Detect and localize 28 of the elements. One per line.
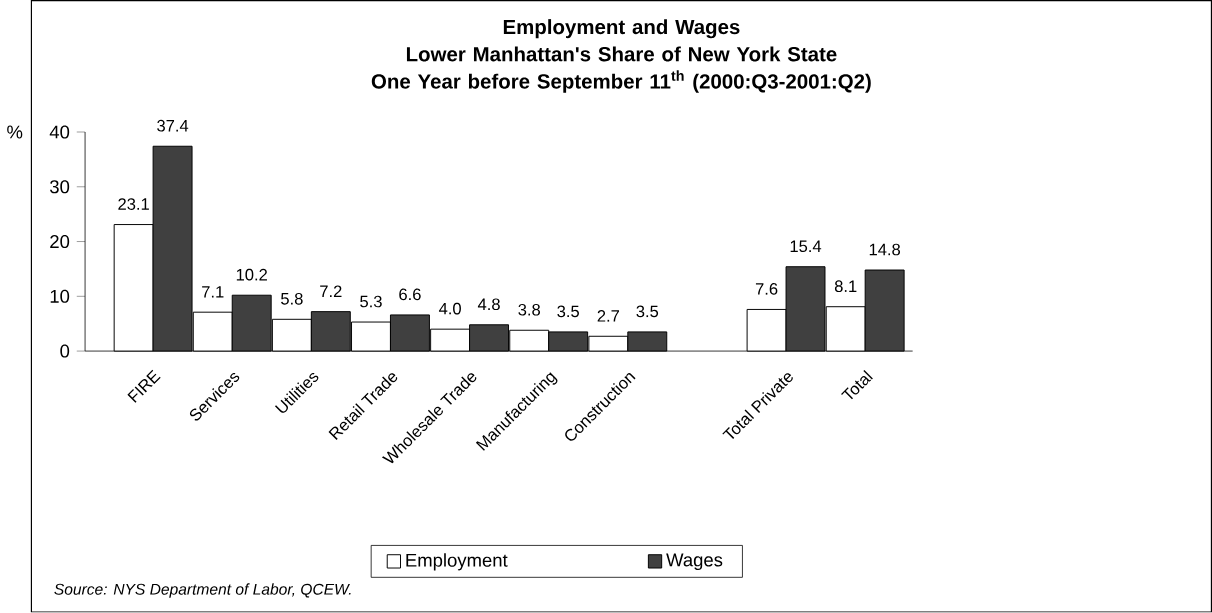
y-axis-title: % — [7, 125, 23, 139]
data-label: 4.8 — [477, 298, 500, 311]
legend-label: Wages — [666, 553, 723, 571]
data-label: 4.0 — [438, 302, 461, 315]
y-tick-label: 20 — [50, 235, 70, 249]
data-label: 7.6 — [755, 283, 778, 295]
source-note: Source: NYS Department of Labor, QCEW. — [54, 583, 351, 599]
y-tick-label: 0 — [60, 344, 70, 358]
chart-title: Employment and Wages Lower Manhattan's Share of New York State One Year before September 11$^{th}$ (2000:Q3-2001:Q2) — [371, 19, 871, 93]
data-label: 3.8 — [518, 304, 541, 316]
data-label: 14.8 — [869, 243, 901, 256]
data-label: 8.1 — [834, 280, 857, 293]
data-label: 5.8 — [281, 293, 303, 305]
data-label: 15.4 — [790, 240, 822, 253]
data-label: 2.7 — [597, 310, 620, 322]
y-tick-label: 10 — [50, 289, 70, 304]
data-label: 23.1 — [118, 198, 149, 211]
data-label: 10.2 — [236, 269, 267, 281]
y-tick-label: 30 — [50, 180, 70, 194]
data-label: 7.2 — [320, 285, 342, 298]
data-label: 3.5 — [557, 305, 579, 318]
data-label: 5.3 — [360, 295, 382, 308]
data-label: 6.6 — [399, 288, 421, 301]
data-label: 7.1 — [202, 286, 224, 298]
data-label: 3.5 — [636, 305, 659, 318]
legend-label: Employment — [406, 553, 508, 571]
data-label: 37.4 — [157, 120, 189, 132]
y-tick-label: 40 — [49, 125, 70, 139]
